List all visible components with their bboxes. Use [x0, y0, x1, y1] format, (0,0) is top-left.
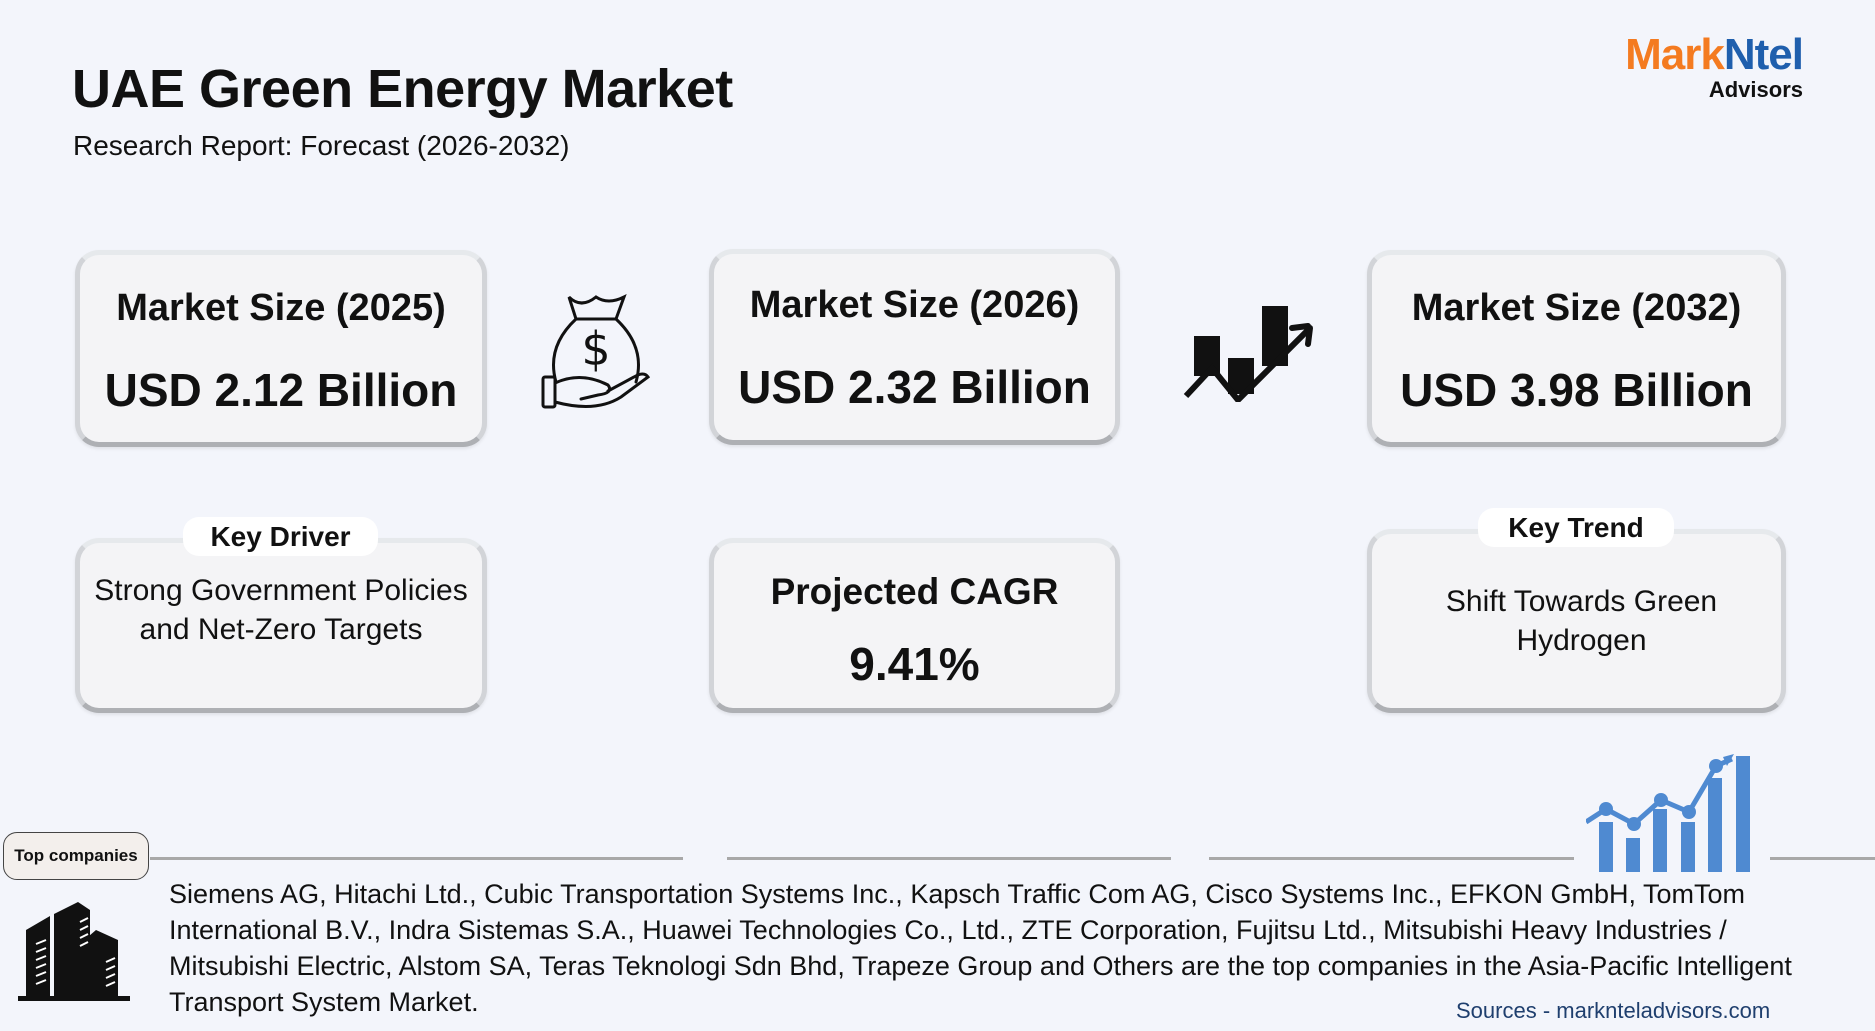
sources-link[interactable]: Sources - marknteladvisors.com [1456, 998, 1771, 1023]
key-driver-badge: Key Driver [183, 517, 378, 556]
page-subtitle: Research Report: Forecast (2026-2032) [73, 130, 570, 161]
card-value: USD 2.32 Billion [738, 361, 1091, 413]
cagr-value: 9.41% [849, 638, 980, 690]
market-size-2025-card: Market Size (2025) USD 2.12 Billion [75, 250, 487, 447]
logo-part-ntel: Ntel [1723, 30, 1804, 79]
key-trend-card: Shift Towards Green Hydrogen [1367, 529, 1786, 713]
divider-line [150, 857, 683, 860]
key-trend-text: Shift Towards Green Hydrogen [1445, 585, 1718, 657]
divider-line [727, 857, 1171, 860]
divider-line [1770, 857, 1875, 860]
card-label: Market Size (2032) [1411, 287, 1742, 329]
card-value: USD 3.98 Billion [1400, 364, 1753, 416]
svg-text:$: $ [581, 322, 610, 376]
card-label: Market Size (2025) [116, 287, 446, 329]
marknetl-logo: MarkNtel Advisors [1588, 30, 1804, 104]
top-companies-text: Siemens AG, Hitachi Ltd., Cubic Transpor… [169, 879, 1792, 1017]
key-driver-text: Strong Government Policies and Net-Zero … [94, 574, 468, 646]
cagr-card: Projected CAGR 9.41% [709, 538, 1120, 713]
divider-line [1209, 857, 1574, 860]
growth-chart-arrow-icon [1183, 306, 1313, 402]
page-title: UAE Green Energy Market [72, 59, 733, 119]
bar-chart-growth-icon [1586, 754, 1750, 872]
card-value: USD 2.12 Billion [104, 364, 458, 416]
office-buildings-icon [18, 902, 130, 1001]
logo-part-mark: Mark [1625, 30, 1725, 79]
card-label: Market Size (2026) [749, 284, 1080, 326]
market-size-2032-card: Market Size (2032) USD 3.98 Billion [1367, 250, 1786, 447]
money-bag-hand-icon: $ [541, 293, 651, 409]
cagr-label: Projected CAGR [770, 571, 1059, 612]
market-size-2026-card: Market Size (2026) USD 2.32 Billion [709, 249, 1120, 445]
key-trend-badge: Key Trend [1478, 508, 1674, 547]
key-driver-card: Strong Government Policies and Net-Zero … [75, 538, 487, 713]
top-companies-badge: Top companies [3, 832, 149, 880]
logo-part-advisors: Advisors [1708, 77, 1803, 102]
